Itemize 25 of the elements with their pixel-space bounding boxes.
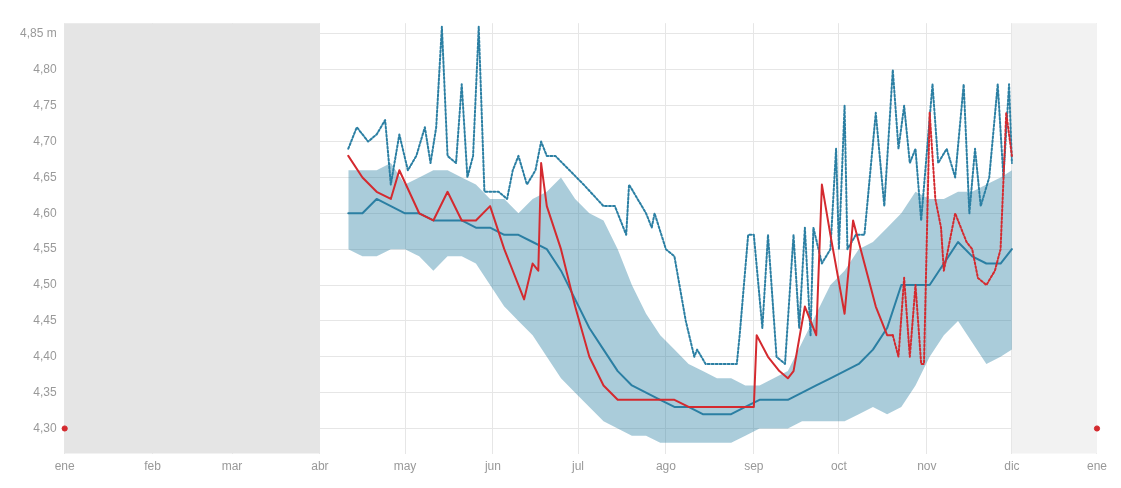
y-tick-label: 4,70 [33, 133, 58, 148]
y-tick-label: 4,75 [33, 98, 58, 113]
x-tick-label: jul [570, 459, 585, 474]
x-tick-label: ene [1086, 459, 1108, 474]
y-tick-label: 4,40 [33, 349, 58, 364]
y-tick-label: 4,60 [33, 205, 58, 220]
x-tick-label: feb [144, 459, 162, 474]
x-tick-label: abr [311, 459, 329, 474]
y-tick-label: 4,30 [33, 420, 58, 435]
y-tick-label: 4,55 [33, 241, 58, 256]
x-tick-label: jun [483, 459, 501, 474]
x-tick-label: oct [830, 459, 848, 474]
x-tick-label: mar [221, 459, 243, 474]
x-tick-label: dic [1004, 459, 1020, 474]
x-tick-label: sep [744, 459, 764, 474]
x-tick-label: may [393, 459, 417, 474]
x-tick-label: nov [917, 459, 937, 474]
x-tick-label: ago [655, 459, 677, 474]
y-tick-label: 4,85 m [20, 26, 57, 41]
y-tick-label: 4,45 [33, 313, 58, 328]
y-tick-label: 4,35 [33, 384, 58, 399]
x-tick-label: ene [54, 459, 76, 474]
y-tick-label: 4,65 [33, 169, 58, 184]
y-tick-label: 4,80 [33, 62, 58, 77]
y-tick-label: 4,50 [33, 277, 58, 292]
